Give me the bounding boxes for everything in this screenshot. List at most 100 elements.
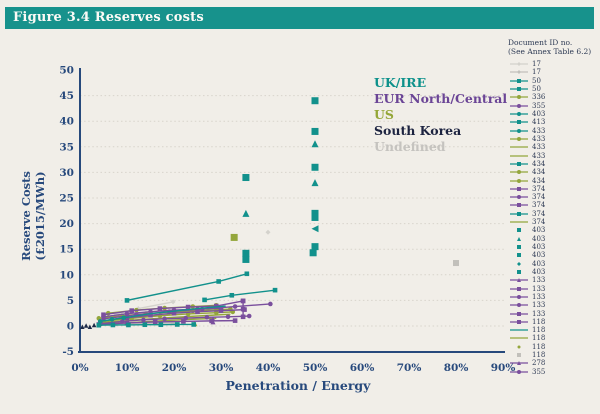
data-point	[311, 127, 319, 135]
data-point	[311, 179, 319, 187]
legend-symbol	[510, 294, 528, 299]
legend-marker	[517, 345, 521, 349]
x-tick-label: 0%	[71, 362, 88, 374]
data-point	[225, 314, 231, 320]
y-tick-label: 40	[59, 116, 74, 128]
legend-marker	[517, 269, 521, 274]
data-point	[244, 271, 250, 277]
series-line	[103, 305, 226, 322]
legend-row: 374	[508, 210, 598, 218]
data-point	[311, 163, 319, 171]
doc-id-legend-header-line1: Document ID no.	[508, 38, 573, 47]
data-point	[246, 313, 252, 319]
data-point	[311, 209, 319, 217]
data-point	[157, 306, 163, 311]
legend-symbol	[510, 337, 528, 340]
data-point	[80, 324, 85, 330]
series-doc-50	[124, 271, 250, 303]
series-line	[204, 289, 276, 301]
legend-row: 403	[508, 260, 598, 268]
y-tick-label: -5	[62, 346, 74, 358]
series-line	[103, 307, 222, 318]
x-tick-label: 90%	[491, 362, 516, 374]
legend-row: 434	[508, 160, 598, 168]
data-point	[311, 243, 319, 251]
legend-marker	[517, 278, 521, 283]
legend-marker	[517, 303, 521, 308]
data-point	[311, 97, 319, 105]
legend-symbol	[510, 303, 528, 308]
region-legend-item-southkorea: South Korea	[374, 123, 462, 138]
legend-symbol	[517, 253, 521, 258]
legend-symbol	[510, 136, 528, 141]
legend-label: 355	[532, 101, 546, 110]
legend-row: 434	[508, 168, 598, 176]
series-doc-433	[97, 315, 127, 324]
data-point	[162, 316, 167, 322]
data-point	[191, 322, 197, 327]
data-point	[121, 315, 127, 321]
legend-row: 403	[508, 268, 598, 276]
series-doc-118	[265, 229, 271, 235]
legend-row: 118	[508, 334, 598, 342]
legend-symbol	[510, 311, 528, 316]
y-tick-label: 5	[67, 295, 74, 307]
legend-row: 374	[508, 185, 598, 193]
series-doc-403	[242, 97, 319, 263]
legend-label: 434	[532, 168, 546, 177]
legend-label: 374	[532, 193, 546, 202]
legend-marker	[517, 136, 521, 141]
legend-marker	[517, 195, 521, 200]
data-point	[214, 303, 219, 309]
legend-marker	[517, 128, 521, 133]
legend-label: 118	[532, 351, 546, 360]
legend-symbol	[510, 112, 528, 117]
legend-symbol	[517, 236, 521, 241]
data-point	[83, 323, 89, 328]
legend-label: 118	[532, 342, 546, 351]
data-point	[110, 322, 116, 328]
data-point	[216, 279, 221, 284]
legend-symbol	[517, 228, 521, 233]
legend-row: 433	[508, 135, 598, 143]
legend-marker	[517, 211, 521, 216]
legend-row: 403	[508, 243, 598, 251]
data-point	[170, 320, 176, 326]
legend-symbol	[510, 95, 528, 100]
data-point	[202, 297, 207, 303]
legend-row: 118	[508, 318, 598, 326]
legend-marker	[517, 95, 521, 100]
y-tick-label: 35	[59, 141, 74, 153]
x-tick-label: 20%	[162, 362, 187, 374]
legend-label: 133	[532, 292, 546, 301]
legend-row: 374	[508, 218, 598, 226]
data-point	[148, 309, 153, 314]
legend-row: 434	[508, 176, 598, 185]
legend-symbol	[510, 278, 528, 283]
series-line	[103, 300, 244, 316]
data-point	[195, 309, 200, 314]
data-point	[230, 233, 238, 241]
legend-label: 50	[532, 85, 541, 94]
legend-label: 374	[532, 209, 546, 218]
legend-row: 336	[508, 93, 598, 101]
y-tick-label: 50	[59, 65, 74, 77]
legend-row: 355	[508, 102, 598, 110]
series-doc-374	[103, 305, 226, 322]
legend-marker	[517, 87, 521, 92]
legend-label: 413	[532, 118, 546, 127]
legend-symbol	[510, 70, 528, 75]
data-point	[240, 314, 246, 320]
legend-row: 133	[508, 309, 598, 318]
series-doc-118	[453, 260, 459, 267]
legend-marker	[517, 62, 521, 67]
data-point	[120, 319, 125, 324]
data-point	[101, 314, 106, 320]
legend-marker	[517, 236, 521, 241]
series-doc-403	[202, 287, 278, 303]
legend-label: 133	[532, 276, 546, 285]
data-point	[181, 319, 186, 324]
legend-marker	[517, 245, 521, 250]
legend-symbol	[510, 161, 528, 166]
data-point	[204, 314, 210, 320]
